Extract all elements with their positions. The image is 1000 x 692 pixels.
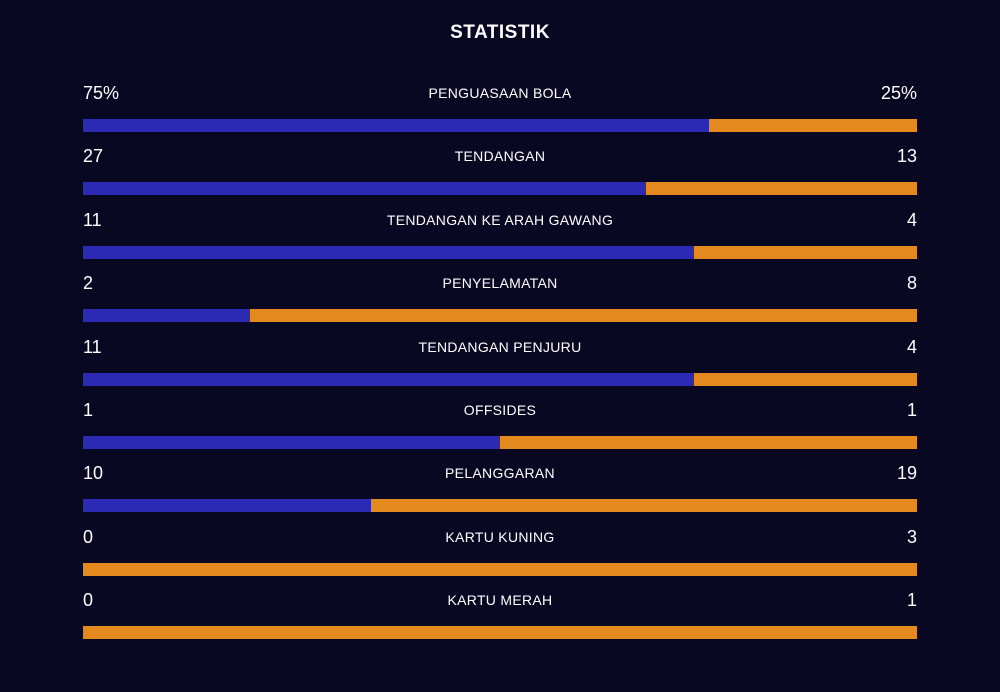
stat-label: PELANGGARAN	[445, 465, 555, 482]
stat-label: KARTU MERAH	[447, 592, 553, 609]
home-bar-fill	[83, 372, 695, 386]
stat-label: OFFSIDES	[463, 401, 537, 418]
home-value: 75%	[83, 83, 120, 103]
stat-label: TENDANGAN KE ARAH GAWANG	[386, 211, 614, 228]
away-value: 4	[906, 209, 917, 230]
stat-row-yellow-cards: 0 KARTU KUNING 3	[83, 521, 917, 584]
stats-title: STATISTIK	[450, 22, 550, 43]
comparison-bar	[83, 309, 917, 323]
home-value: 1	[83, 399, 94, 420]
home-value: 11	[83, 209, 102, 230]
comparison-bar	[83, 372, 917, 386]
home-bar-fill	[83, 119, 709, 132]
away-value: 1	[906, 590, 917, 611]
stat-row-offsides: 1 OFFSIDES 1	[83, 394, 917, 457]
comparison-bar	[83, 182, 917, 196]
stat-label: PENGUASAAN BOLA	[428, 85, 572, 101]
away-value: 13	[896, 146, 917, 167]
stats-list: 75% PENGUASAAN BOLA 25% 27 TENDANGAN 13 …	[83, 77, 917, 648]
away-value: 3	[906, 526, 917, 547]
stat-row-possession: 75% PENGUASAAN BOLA 25%	[83, 77, 917, 140]
stat-row-corners: 11 TENDANGAN PENJURU 4	[83, 331, 917, 394]
home-value: 11	[83, 336, 102, 357]
away-value: 4	[906, 336, 917, 357]
stat-label: KARTU KUNING	[445, 528, 555, 545]
stat-row-shots-on-target: 11 TENDANGAN KE ARAH GAWANG 4	[83, 204, 917, 267]
comparison-bar	[83, 245, 917, 259]
away-value: 8	[906, 273, 917, 294]
home-value: 0	[83, 590, 94, 611]
stat-row-fouls: 10 PELANGGARAN 19	[83, 457, 917, 520]
comparison-bar	[83, 499, 917, 513]
stat-row-red-cards: 0 KARTU MERAH 1	[83, 584, 917, 647]
home-value: 0	[83, 526, 94, 547]
home-value: 27	[83, 146, 104, 167]
home-bar-fill	[83, 245, 695, 259]
stat-row-shots: 27 TENDANGAN 13	[83, 140, 917, 203]
comparison-bar	[83, 119, 917, 132]
stat-row-saves: 2 PENYELAMATAN 8	[83, 267, 917, 330]
away-value: 19	[896, 463, 917, 484]
stat-label: TENDANGAN	[454, 148, 546, 165]
home-bar-fill	[83, 435, 500, 449]
away-value: 25%	[880, 83, 917, 103]
home-bar-fill	[83, 182, 646, 196]
away-value: 1	[906, 399, 917, 420]
home-value: 10	[83, 463, 104, 484]
comparison-bar	[83, 435, 917, 449]
stat-label: PENYELAMATAN	[442, 275, 558, 292]
comparison-bar	[83, 562, 917, 576]
comparison-bar	[83, 626, 917, 640]
home-bar-fill	[83, 499, 371, 513]
stat-label: TENDANGAN PENJURU	[418, 338, 582, 355]
home-bar-fill	[83, 309, 250, 323]
home-value: 2	[83, 273, 94, 294]
